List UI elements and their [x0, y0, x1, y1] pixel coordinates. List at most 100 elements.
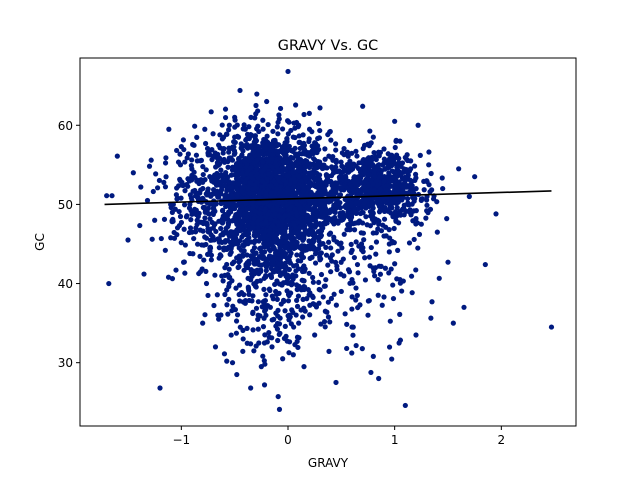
- data-point: [300, 132, 306, 138]
- data-point: [353, 148, 359, 154]
- x-tick-label: 1: [391, 433, 399, 447]
- data-point: [338, 176, 344, 182]
- data-point: [406, 240, 413, 246]
- data-point: [184, 155, 190, 161]
- data-point: [203, 280, 210, 287]
- data-point: [232, 172, 238, 178]
- data-point: [268, 183, 274, 189]
- data-point: [313, 213, 319, 219]
- data-point: [398, 197, 405, 203]
- data-point: [227, 274, 233, 280]
- data-point: [310, 237, 316, 243]
- data-point: [292, 206, 298, 212]
- data-point: [301, 221, 307, 227]
- data-point: [242, 178, 248, 185]
- data-point: [226, 266, 232, 272]
- data-point: [237, 87, 243, 94]
- data-point: [203, 140, 209, 147]
- data-point: [424, 208, 430, 214]
- data-point: [249, 298, 255, 304]
- data-point: [210, 209, 216, 215]
- data-point: [333, 141, 339, 147]
- data-point: [207, 248, 213, 254]
- data-point: [356, 243, 362, 249]
- data-point: [201, 257, 207, 263]
- data-point: [381, 178, 387, 185]
- data-point: [360, 145, 366, 152]
- data-point: [266, 330, 272, 336]
- data-point: [146, 163, 153, 169]
- data-point: [322, 308, 328, 314]
- data-point: [283, 152, 289, 158]
- data-point: [271, 235, 277, 241]
- data-point: [366, 254, 373, 260]
- data-point: [356, 218, 363, 224]
- data-point: [261, 234, 267, 240]
- data-point: [377, 271, 384, 277]
- data-point: [174, 232, 180, 238]
- data-point: [306, 238, 312, 244]
- data-point: [274, 141, 280, 148]
- data-point: [316, 286, 322, 293]
- data-point: [203, 268, 209, 274]
- data-point: [350, 186, 356, 192]
- data-point: [191, 235, 197, 242]
- data-point: [251, 149, 257, 155]
- data-point: [216, 174, 222, 180]
- data-point: [256, 210, 262, 216]
- data-point: [255, 175, 261, 181]
- data-point: [312, 224, 318, 230]
- data-point: [274, 291, 280, 297]
- data-point: [341, 231, 347, 237]
- data-point: [390, 295, 397, 302]
- data-point: [221, 134, 227, 140]
- data-point: [260, 324, 267, 330]
- data-point: [375, 292, 381, 298]
- data-point: [287, 248, 293, 254]
- data-point: [254, 91, 260, 97]
- data-point: [285, 298, 292, 304]
- data-point: [364, 160, 370, 166]
- data-point: [256, 200, 263, 206]
- data-point: [244, 194, 250, 200]
- data-point: [309, 254, 315, 260]
- data-point: [208, 109, 214, 115]
- data-point: [238, 145, 244, 151]
- data-point: [191, 142, 197, 148]
- data-point: [418, 197, 424, 204]
- data-point: [415, 245, 421, 251]
- data-point: [331, 291, 337, 297]
- data-point: [250, 220, 256, 226]
- data-point: [276, 112, 282, 118]
- data-point: [397, 311, 403, 317]
- data-point: [307, 229, 313, 235]
- data-point: [227, 184, 233, 190]
- data-point: [200, 171, 206, 178]
- data-point: [297, 205, 304, 211]
- data-point: [226, 201, 233, 207]
- data-point: [169, 209, 175, 215]
- data-point: [293, 268, 299, 274]
- data-point: [378, 263, 384, 270]
- data-point: [248, 341, 254, 347]
- data-point: [297, 139, 303, 145]
- data-point: [254, 278, 260, 284]
- data-point: [233, 330, 240, 336]
- data-point: [445, 259, 451, 265]
- data-point: [355, 270, 361, 276]
- data-point: [241, 267, 247, 273]
- data-point: [200, 320, 206, 326]
- data-point: [300, 278, 306, 284]
- chart-title: GRAVY Vs. GC: [278, 38, 378, 54]
- data-point: [359, 247, 365, 253]
- data-point: [440, 185, 446, 192]
- data-point: [157, 385, 163, 391]
- data-point: [236, 155, 242, 161]
- data-point: [189, 229, 195, 235]
- data-point: [297, 145, 303, 152]
- data-point: [317, 191, 323, 197]
- data-point: [222, 291, 228, 298]
- data-point: [367, 263, 373, 269]
- data-point: [277, 207, 284, 213]
- data-point: [310, 274, 316, 281]
